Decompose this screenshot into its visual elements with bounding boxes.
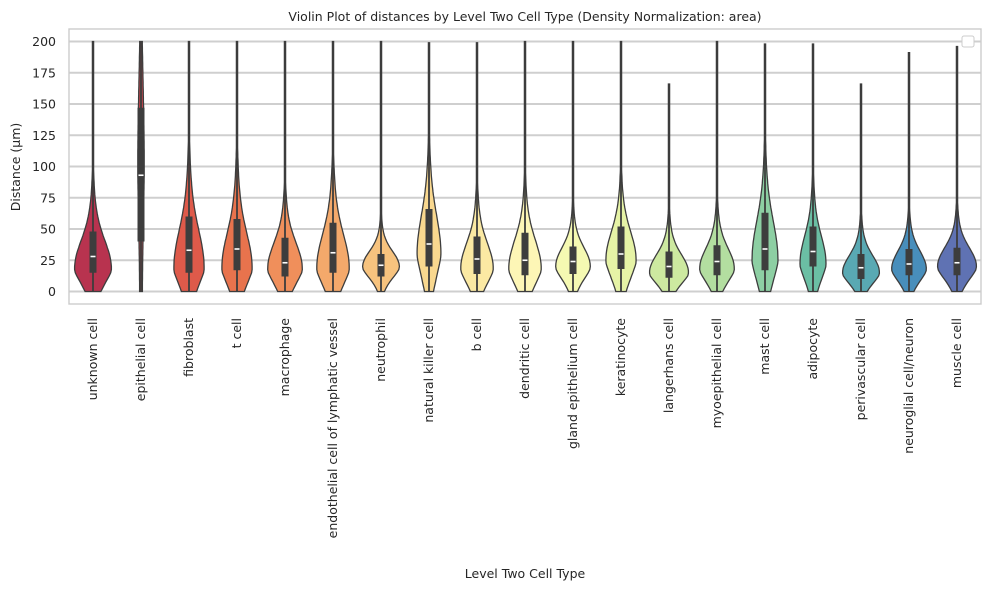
x-tick-label: endothelial cell of lymphatic vessel (325, 318, 340, 538)
violin-group (460, 42, 494, 293)
x-tick-label: langerhans cell (661, 318, 676, 413)
violin-iqr-box (857, 254, 865, 279)
violin-group (73, 40, 113, 293)
violin-group (416, 42, 442, 293)
y-tick-labels: 0 25 50 75 100 125 150 175 200 (32, 34, 56, 299)
x-tick-label: perivascular cell (853, 318, 868, 420)
violin-group (508, 40, 542, 293)
y-axis-title: Distance (µm) (8, 123, 23, 212)
x-tick-label: unknown cell (85, 318, 100, 400)
violin-group (891, 52, 927, 293)
violin-iqr-box (953, 247, 961, 276)
violin-iqr-box (665, 251, 673, 278)
violin-group (799, 43, 827, 293)
violin-group (699, 40, 735, 293)
violin-group (841, 83, 881, 293)
violin-iqr-box (617, 226, 625, 269)
violin-group (361, 40, 401, 293)
y-tick-label: 50 (40, 222, 56, 237)
violin-group (936, 45, 978, 293)
y-tick-label: 125 (32, 128, 56, 143)
x-tick-label: macrophage (277, 318, 292, 397)
x-tick-label: dendritic cell (517, 318, 532, 399)
legend-box (961, 35, 975, 48)
x-tick-label: mast cell (757, 318, 772, 375)
x-tick-label: muscle cell (949, 318, 964, 388)
y-tick-label: 100 (32, 159, 56, 174)
violin-iqr-box (329, 222, 337, 273)
chart-title: Violin Plot of distances by Level Two Ce… (288, 9, 761, 24)
violin-iqr-box (761, 212, 769, 271)
violin-iqr-box (89, 231, 97, 273)
violin-iqr-box (473, 236, 481, 274)
violin-group (137, 40, 145, 293)
plot-border (68, 28, 982, 305)
x-tick-label: epithelial cell (133, 318, 148, 401)
violin-iqr-box (905, 249, 913, 276)
violin-iqr-box (569, 246, 577, 274)
x-tick-label: fibroblast (181, 318, 196, 377)
violin-group (173, 40, 205, 293)
x-axis-title: Level Two Cell Type (465, 566, 586, 581)
y-tick-label: 25 (40, 253, 56, 268)
violin-group (316, 40, 350, 293)
violin-group (267, 40, 303, 293)
y-tick-label: 0 (48, 284, 56, 299)
x-tick-labels: unknown cell epithelial cell fibroblast t c… (85, 318, 964, 539)
x-tick-label: neutrophil (373, 318, 388, 382)
violin-iqr-box (185, 216, 193, 273)
x-tick-label: natural killer cell (421, 318, 436, 423)
x-tick-label: myoepithelial cell (709, 318, 724, 428)
y-tick-label: 150 (32, 97, 56, 112)
y-tick-label: 75 (40, 190, 56, 205)
y-tick-label: 200 (32, 34, 56, 49)
plot-frame (68, 28, 982, 305)
violin-iqr-box (809, 226, 817, 267)
violin-group (751, 43, 779, 293)
violin-group (221, 40, 253, 293)
violin-group (605, 40, 637, 293)
violin-layer (73, 40, 978, 293)
violin-iqr-box (425, 209, 433, 267)
x-tick-label: adipocyte (805, 318, 820, 380)
violin-iqr-box (713, 245, 721, 276)
y-tick-label: 175 (32, 65, 56, 80)
violin-iqr-box (521, 232, 529, 276)
x-tick-label: gland epithelium cell (565, 318, 580, 449)
violin-group (555, 40, 591, 293)
x-tick-label: neuroglial cell/neuron (901, 318, 916, 454)
x-tick-label: t cell (229, 318, 244, 348)
x-tick-label: keratinocyte (613, 318, 628, 396)
violin-iqr-box (281, 237, 289, 277)
x-tick-label: b cell (469, 318, 484, 351)
violin-group (648, 83, 690, 293)
violin-iqr-box (233, 219, 241, 271)
